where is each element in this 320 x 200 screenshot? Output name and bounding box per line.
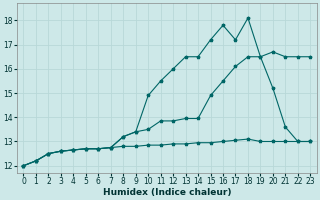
X-axis label: Humidex (Indice chaleur): Humidex (Indice chaleur): [103, 188, 231, 197]
